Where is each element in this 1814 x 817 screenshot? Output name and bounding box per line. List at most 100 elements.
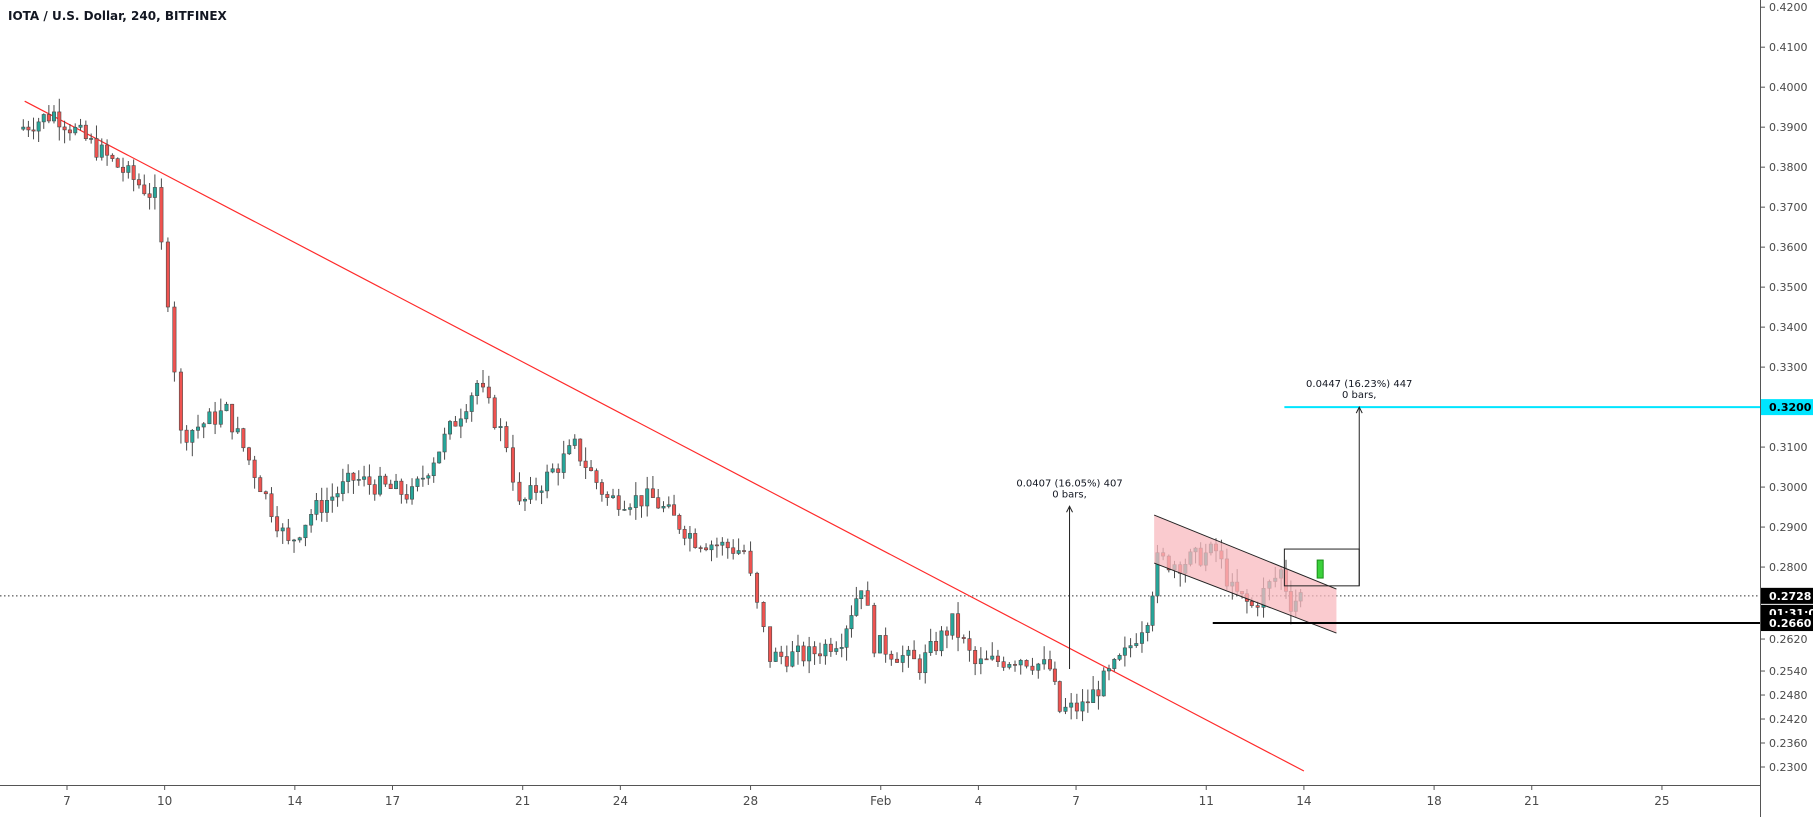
candle [190,429,195,457]
candle [235,416,240,435]
candle [633,482,638,520]
candle-body-up [190,430,195,443]
candle [1080,689,1085,722]
candle-body-down [589,467,594,472]
candle-body-up [834,648,839,652]
current-price-tag-bg [1761,587,1813,604]
candle [458,408,463,439]
candle [115,157,120,168]
candle-body-up [126,165,131,173]
candle-body-up [431,462,436,477]
candle [900,645,905,673]
candle [41,113,46,129]
candle [51,105,56,124]
candle [1139,621,1144,653]
candle-body-up [877,635,882,654]
signal-marker[interactable] [1316,559,1324,579]
candle-body-up [394,480,399,489]
price-tick-label: 0.2540 [1769,665,1808,678]
candle-body-down [755,572,760,603]
candle [275,506,280,538]
candle [1063,698,1068,715]
candle-body-up [950,613,955,636]
candle [725,538,730,559]
candle [677,513,682,534]
candle-body-down [725,541,730,549]
candle-body-up [736,550,741,554]
candle [818,642,822,664]
channel-lower-line[interactable] [1153,562,1337,634]
candle [628,503,633,516]
candle-body-up [196,426,200,431]
descending-channel[interactable] [1154,515,1337,634]
candle [616,488,621,516]
candle [1057,680,1062,714]
candle-body-up [528,485,533,500]
candle-body-down [956,613,961,638]
candle-body-up [78,124,83,128]
candle [823,639,828,665]
channel-upper-line[interactable] [1153,514,1337,590]
candle-body-down [995,655,1000,662]
candle [94,125,99,161]
candle [303,524,308,547]
candle-body-down [136,179,141,186]
candle-body-up [545,471,550,492]
candle [687,525,692,552]
time-axis[interactable]: 7 10 14 17 21 24 28 Feb 4 7 11 14 18 21 25 [0,785,1760,808]
candle [230,403,235,440]
candle [849,605,854,638]
candle [834,641,839,655]
candle-body-up [362,476,367,480]
candle-body-down [872,605,877,654]
candle-body-down [121,166,126,173]
candle [21,119,26,131]
candle [773,647,778,662]
candle-body-down [105,144,110,156]
candle [995,649,1000,667]
current-price-tag: 0.2728 [1761,587,1813,604]
candle-body-down [269,493,274,517]
candle [325,487,329,522]
candle [572,434,577,449]
candle-body-up [378,475,383,495]
candle-body-down [481,382,485,388]
measure-sublabel: 0 bars, [1052,489,1087,500]
candle [578,438,583,467]
descending-trendline[interactable] [24,100,1305,772]
candle-body-up [1069,702,1074,708]
candle [567,439,572,456]
candle-body-up [1112,659,1117,669]
candle [399,478,404,504]
candle-body-up [1139,632,1144,644]
candle [269,487,274,523]
candle [984,650,989,661]
candle-body-down [984,658,989,661]
candle-body-down [1085,701,1090,704]
candle [346,464,351,494]
time-tick-label: 24 [613,794,628,808]
candle-body-up [1117,654,1122,660]
measure-arrowhead [1355,405,1363,414]
time-tick-label: 17 [385,794,400,808]
candle [172,301,177,382]
candle-body-down [731,547,736,554]
candle-body-up [475,382,480,396]
candle-body-up [1122,647,1127,656]
candle-body-down [486,386,491,399]
candle-body-down [62,126,67,131]
candle [714,537,719,558]
candle-body-up [469,395,474,412]
candle-body-down [263,491,268,495]
trendline[interactable] [24,100,1305,772]
candle [1042,646,1047,670]
candle [131,159,136,192]
time-tick-label: 7 [63,794,71,808]
candle-body-up [849,615,854,630]
price-tick-label: 0.2620 [1769,633,1808,646]
candle-body-down [1013,664,1018,666]
